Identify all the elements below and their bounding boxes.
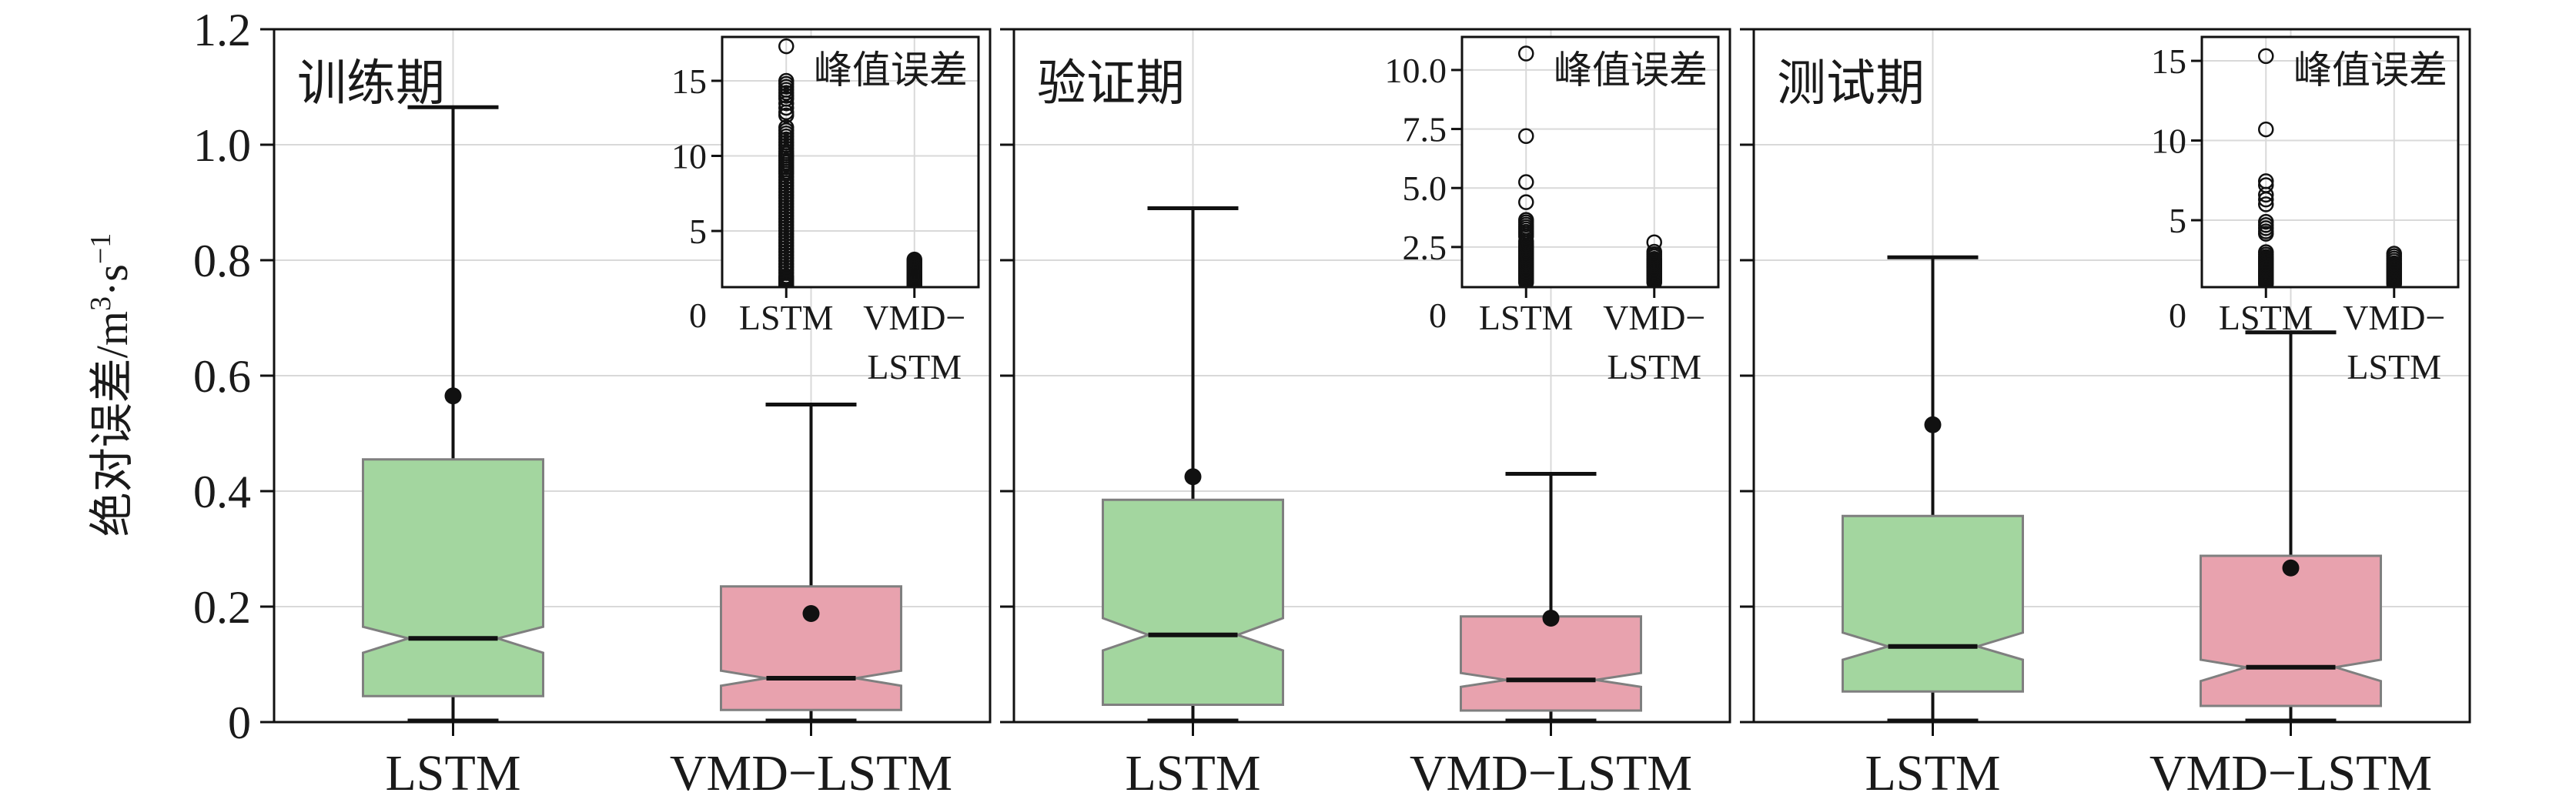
x-category-label: VMD−LSTM (1410, 745, 1692, 801)
inset-points (778, 38, 922, 287)
outlier-point (778, 38, 795, 55)
outlier-point (1518, 274, 1534, 287)
inset-x-label: VMD− (863, 298, 965, 337)
outlier-point (1518, 45, 1534, 62)
inset-y-tick-label: 10 (2151, 122, 2186, 161)
outlier-point (778, 99, 795, 116)
y-axis-label: 绝对误差/m3·s−1 (85, 233, 137, 537)
inset-zero-label: 0 (2169, 296, 2186, 335)
x-category-label: LSTM (1125, 745, 1260, 801)
inset-y-tick-label: 15 (671, 62, 707, 101)
outlier-point (778, 95, 795, 112)
outlier-point (778, 107, 795, 124)
y-tick-label: 1.0 (193, 120, 251, 171)
mean-dot (1542, 610, 1560, 627)
box-lstm (1102, 498, 1284, 706)
inset-border (2200, 35, 2460, 289)
outlier-point (2258, 196, 2274, 212)
y-tick-label: 0.8 (193, 236, 251, 286)
x-category-label: LSTM (385, 745, 520, 801)
inset-x-label: VMD− (1603, 298, 1705, 337)
inset-x-label: LSTM (2347, 347, 2441, 386)
inset-x-label: LSTM (739, 298, 834, 337)
inset-title: 峰值误差 (814, 48, 968, 92)
box-vmd-lstm (1460, 615, 1642, 712)
inset-border (1460, 35, 1720, 289)
outlier-point (2258, 121, 2274, 138)
outlier-point (2258, 186, 2274, 203)
inset-zero-label: 0 (689, 296, 707, 335)
panel-title: 训练期 (297, 56, 445, 111)
mean-dot (1184, 468, 1202, 486)
mean-dot (802, 605, 820, 622)
inset-y-tick-label: 10 (671, 137, 707, 176)
box-lstm (1842, 514, 2024, 693)
inset-points (1518, 45, 1662, 287)
inset-y-tick-label: 7.5 (1403, 110, 1447, 149)
mean-dot (1924, 416, 1942, 433)
inset-background (1462, 37, 1718, 287)
inset-y-tick-label: 5 (2169, 201, 2186, 240)
inset-x-label: LSTM (1607, 347, 1701, 386)
inset-y-tick-label: 15 (2151, 42, 2186, 81)
x-category-label: VMD−LSTM (670, 745, 952, 801)
inset-y-tick-label: 10.0 (1385, 51, 1447, 90)
y-tick-label: 0.4 (193, 467, 251, 517)
outlier-point (2258, 226, 2274, 242)
outlier-point (1518, 128, 1534, 145)
x-category-label: LSTM (1865, 745, 2000, 801)
inset-background (2202, 37, 2458, 287)
y-tick-label: 0.2 (193, 582, 251, 633)
box-lstm (362, 458, 544, 697)
inset-zero-label: 0 (1429, 296, 1447, 335)
inset-points (2258, 48, 2402, 287)
outlier-point (2258, 276, 2274, 287)
box-vmd-lstm (2200, 554, 2382, 707)
outlier-point (2258, 191, 2274, 208)
panel-title: 验证期 (1037, 56, 1185, 111)
outlier-point (2258, 48, 2274, 65)
outlier-point (1646, 274, 1662, 287)
inset-title: 峰值误差 (2293, 48, 2447, 92)
inset-background (722, 37, 979, 287)
inset-x-label: VMD− (2343, 298, 2445, 337)
inset-x-label: LSTM (2219, 298, 2313, 337)
outlier-point (1518, 194, 1534, 210)
y-tick-label: 0 (228, 697, 251, 748)
x-category-label: VMD−LSTM (2149, 745, 2432, 801)
inset-border (721, 35, 980, 289)
y-tick-label: 0.6 (193, 351, 251, 402)
box-vmd-lstm (720, 585, 902, 711)
inset-y-tick-label: 5 (689, 212, 707, 251)
inset-title: 峰值误差 (1554, 48, 1708, 92)
outlier-point (1518, 174, 1534, 190)
panel-title: 测试期 (1777, 56, 1925, 111)
inset-x-label: LSTM (1479, 298, 1574, 337)
mean-dot (444, 387, 462, 405)
inset-x-label: LSTM (867, 347, 962, 386)
inset-y-tick-label: 2.5 (1403, 228, 1447, 267)
y-tick-label: 1.2 (193, 5, 251, 55)
outlier-point (2386, 276, 2402, 287)
mean-dot (2282, 559, 2300, 577)
inset-y-tick-label: 5.0 (1403, 169, 1447, 208)
